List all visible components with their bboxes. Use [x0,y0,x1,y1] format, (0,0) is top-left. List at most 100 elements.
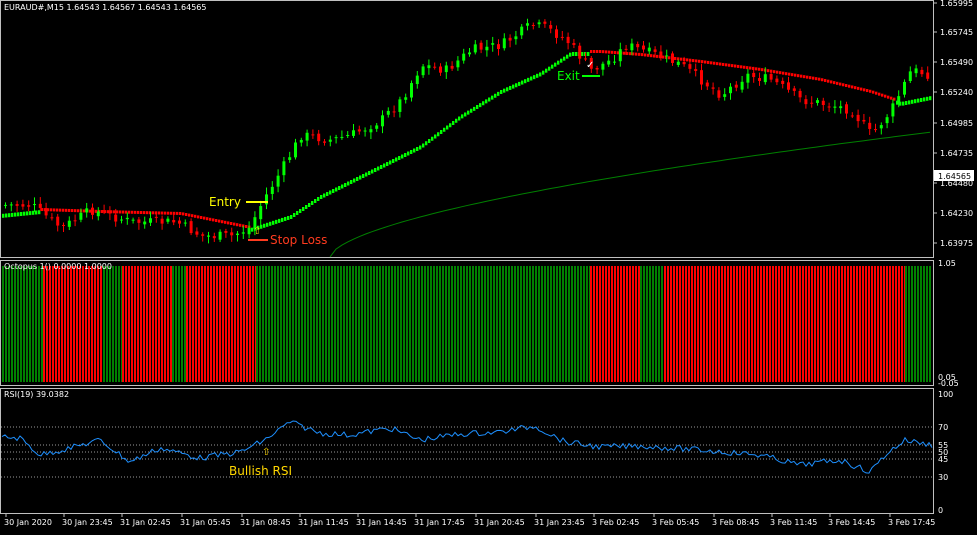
octopus-bar [262,266,264,382]
trail-dot [188,213,191,217]
candle-body [125,217,129,220]
candle-body [120,219,123,221]
trail-dot [674,56,677,60]
octopus-bar [742,266,744,382]
octopus-bar [796,266,798,382]
trail-dot [419,145,422,150]
octopus-bar [778,266,780,382]
trail-dot [353,178,356,183]
octopus-bar [189,266,191,382]
trail-dot [908,100,911,105]
trail-dot [740,65,743,69]
trail-dot [398,156,401,160]
octopus-bar [35,266,37,382]
octopus-bar [703,266,705,382]
trail-dot [287,215,290,220]
octopus-bar [529,266,531,382]
octopus-bar [5,266,7,382]
trail-dot [377,166,380,171]
octopus-bar [394,266,396,382]
candle-body [398,99,402,112]
octopus-bar [454,266,456,382]
octopus-bar [550,266,552,382]
trail-dot [575,52,578,56]
octopus-bar [608,266,610,382]
trail-dot [302,207,305,211]
candle-body [195,231,199,235]
main-pane-title: EURAUD#,M15 1.64543 1.64567 1.64543 1.64… [4,3,206,12]
trail-dot [170,211,173,215]
octopus-bar [204,266,206,382]
octopus-bar [493,266,495,382]
candle-body [798,90,802,98]
trail-dot [749,66,752,70]
current-price-box [934,170,974,181]
candle-body [247,227,251,235]
current-price-label: 1.64565 [938,172,971,181]
octopus-bar [706,266,708,382]
trail-dot [491,95,494,100]
trail-dot [332,189,335,193]
trail-dot [185,213,188,216]
candle-body [607,60,611,65]
trail-dot [176,211,179,215]
trail-dot [71,209,74,213]
trail-dot [467,110,470,115]
candle-body [38,203,42,208]
trail-dot [518,81,521,86]
trail-dot [806,75,809,79]
octopus-bar [298,266,300,382]
trail-dot [647,53,650,57]
candle-body [792,88,796,91]
trail-dot [371,169,374,174]
trail-dot [428,139,431,143]
octopus-bar [787,266,789,382]
octopus-bar [237,266,239,382]
octopus-bar [277,266,279,382]
time-tick-label: 3 Feb 08:45 [712,518,759,527]
octopus-bar [304,266,306,382]
trail-dot [338,186,341,190]
trail-dot [251,227,254,232]
trail-dot [173,211,176,215]
octopus-bar [475,266,477,382]
trail-dot [434,134,437,139]
trail-dot [539,72,542,77]
trail-dot [122,210,125,214]
octopus-bar [547,266,549,382]
octopus-bar [268,266,270,382]
octopus-bar [568,266,570,382]
candle-body [514,36,518,40]
price-tick-label: 1.64985 [940,119,973,128]
octopus-bar [580,266,582,382]
trail-dot [827,79,830,83]
octopus-bar [865,266,867,382]
candle-body [410,83,413,98]
trail-dot [785,72,788,76]
trail-dot [638,52,641,56]
octopus-bar [140,266,142,382]
octopus-bar [466,266,468,382]
trail-dot [389,160,392,165]
octopus-bar [673,266,675,382]
octopus-bar [898,266,900,382]
price-tick-label: 1.65490 [940,58,973,67]
octopus-bar [856,266,858,382]
octopus-bar [574,266,576,382]
trail-dot [602,50,605,54]
octopus-bar [781,266,783,382]
trail-dot [413,148,416,153]
octopus-bar [508,266,510,382]
octopus-bar [538,266,540,382]
trail-dot [167,211,170,215]
trail-dot [863,88,866,92]
octopus-bar [97,266,99,382]
candle-body [462,53,466,61]
trail-dot [788,72,791,76]
candle-body [821,100,825,106]
rsi-level-0: 0 [938,506,943,515]
time-axis: 30 Jan 2020 30 Jan 23:45 31 Jan 02:45 31 Ja… [4,514,935,527]
trail-dot [257,225,260,230]
trail-dot [59,208,62,212]
